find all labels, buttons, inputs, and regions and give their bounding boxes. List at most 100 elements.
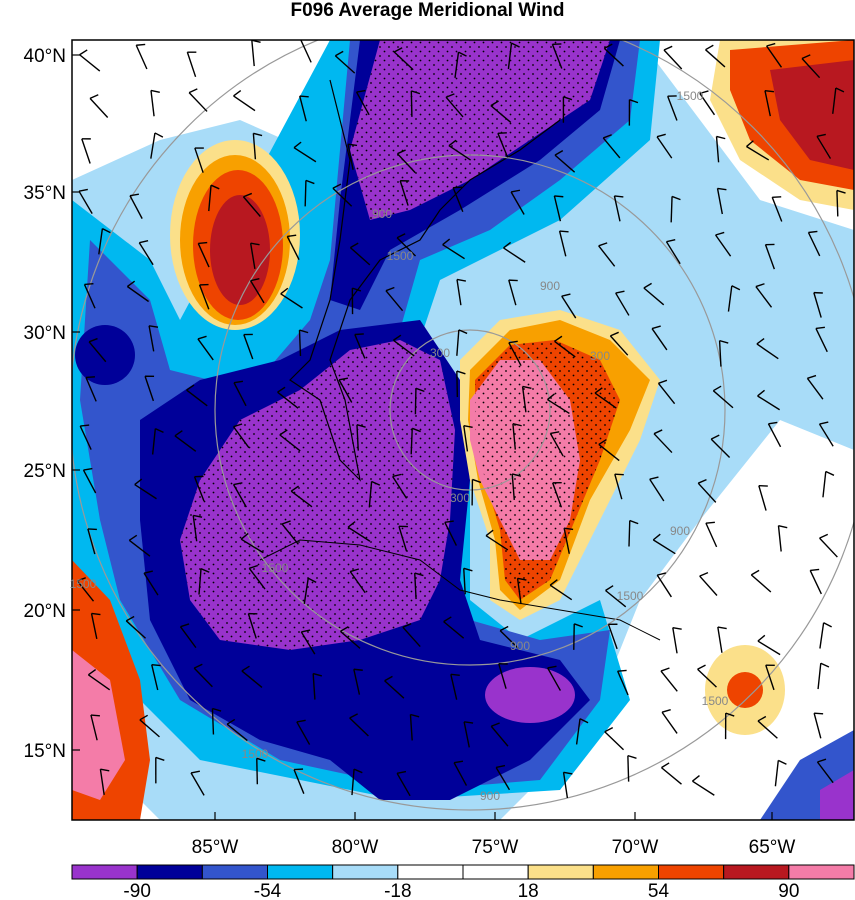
wind-barb bbox=[498, 663, 508, 689]
navy-blob-west bbox=[75, 325, 135, 385]
wind-barb bbox=[385, 286, 404, 312]
wind-barb bbox=[573, 623, 583, 650]
lat-label: 15°N bbox=[24, 741, 66, 762]
lat-label: 30°N bbox=[24, 323, 66, 344]
wind-barb bbox=[816, 758, 834, 784]
wind-barb bbox=[198, 283, 210, 310]
wind-barb bbox=[771, 196, 783, 222]
wind-barb bbox=[414, 387, 425, 415]
wind-barb bbox=[125, 615, 147, 639]
wind-barb bbox=[819, 533, 838, 558]
wind-barb bbox=[410, 90, 421, 117]
wind-barb bbox=[649, 476, 665, 502]
wind-barb bbox=[347, 521, 371, 542]
significance-stipple-east bbox=[475, 340, 620, 600]
range-ring-label: 900 bbox=[510, 639, 530, 653]
negative-core-se bbox=[820, 770, 854, 820]
wind-barb bbox=[815, 326, 828, 353]
range-ring-label: 1500 bbox=[677, 89, 704, 103]
wind-barb bbox=[764, 89, 774, 117]
wind-barb bbox=[129, 193, 143, 219]
wind-barb bbox=[399, 180, 410, 206]
wind-barb bbox=[563, 527, 574, 554]
wind-barb bbox=[471, 478, 482, 506]
wind-barb bbox=[832, 87, 845, 114]
lat-label: 25°N bbox=[24, 461, 66, 482]
wind-barb bbox=[87, 668, 111, 691]
wind-barb bbox=[139, 714, 160, 738]
positive-max-core-west bbox=[72, 650, 125, 800]
wind-barb bbox=[603, 43, 624, 67]
wind-barb bbox=[613, 195, 624, 222]
wind-barb bbox=[249, 278, 265, 304]
wind-barb bbox=[138, 239, 154, 266]
wind-barb bbox=[249, 242, 260, 269]
wind-barb bbox=[657, 379, 676, 405]
wind-barb bbox=[414, 572, 424, 600]
wind-barb bbox=[193, 663, 213, 688]
wind-barb bbox=[76, 577, 95, 602]
wind-barb bbox=[746, 140, 770, 161]
wind-barb bbox=[277, 386, 299, 409]
colorbar-label: -90 bbox=[123, 881, 150, 900]
purple-core-east bbox=[485, 667, 575, 723]
wind-barb bbox=[454, 51, 467, 78]
wind-barb bbox=[356, 423, 366, 451]
wind-barb bbox=[660, 667, 678, 692]
wind-barb bbox=[508, 279, 518, 306]
wind-barb bbox=[511, 473, 522, 500]
wind-barb bbox=[79, 49, 101, 72]
wind-barb bbox=[558, 230, 569, 257]
wind-barb bbox=[349, 568, 366, 594]
wind-barb bbox=[128, 534, 151, 557]
wind-barb bbox=[667, 95, 678, 121]
wind-barb bbox=[453, 760, 468, 786]
wind-barb bbox=[813, 291, 823, 318]
wind-barb bbox=[816, 133, 832, 159]
wind-barb bbox=[90, 612, 101, 640]
wind-barb bbox=[643, 282, 665, 306]
wind-barb bbox=[767, 421, 782, 448]
colorbar-swatch bbox=[71, 864, 138, 880]
colorbar-swatch bbox=[723, 864, 790, 880]
wind-barb bbox=[281, 520, 299, 545]
wind-barb bbox=[807, 230, 821, 257]
wind-barb bbox=[463, 425, 473, 452]
wind-barb bbox=[247, 612, 258, 639]
wind-barb bbox=[347, 143, 358, 170]
wind-barb bbox=[628, 519, 639, 547]
wind-barb bbox=[710, 434, 731, 458]
wind-barb bbox=[242, 192, 261, 217]
wind-barb bbox=[398, 525, 408, 552]
wind-barb bbox=[615, 290, 630, 316]
wind-barb bbox=[174, 430, 197, 452]
wind-barb bbox=[497, 132, 509, 158]
wind-barb bbox=[248, 564, 266, 590]
wind-barb bbox=[312, 672, 323, 700]
significance-stipple-south bbox=[180, 340, 455, 650]
wind-barb bbox=[233, 90, 256, 112]
wind-barb bbox=[351, 768, 363, 796]
wind-barb bbox=[598, 438, 620, 462]
lon-label: 70°W bbox=[612, 837, 659, 858]
wind-barb bbox=[628, 99, 639, 126]
wind-barb bbox=[456, 370, 466, 398]
wind-barb bbox=[656, 572, 672, 598]
wind-barb bbox=[396, 233, 417, 257]
wind-barb bbox=[656, 133, 673, 159]
range-ring-label: 900 bbox=[670, 524, 690, 538]
wind-barb bbox=[393, 47, 414, 71]
wind-barb bbox=[499, 625, 520, 650]
wind-barb bbox=[809, 568, 822, 595]
wind-barb bbox=[197, 335, 214, 361]
wind-barb bbox=[818, 421, 834, 447]
wind-barb bbox=[653, 429, 673, 454]
coastline-caribbean bbox=[259, 539, 661, 641]
positive-max-core-ne bbox=[770, 60, 854, 170]
wind-barb bbox=[211, 707, 222, 735]
map-frame bbox=[71, 39, 855, 821]
wind-barb bbox=[452, 186, 464, 213]
wind-barb bbox=[750, 569, 772, 593]
wind-barb bbox=[143, 570, 159, 596]
range-ring-label: 300 bbox=[430, 346, 450, 360]
